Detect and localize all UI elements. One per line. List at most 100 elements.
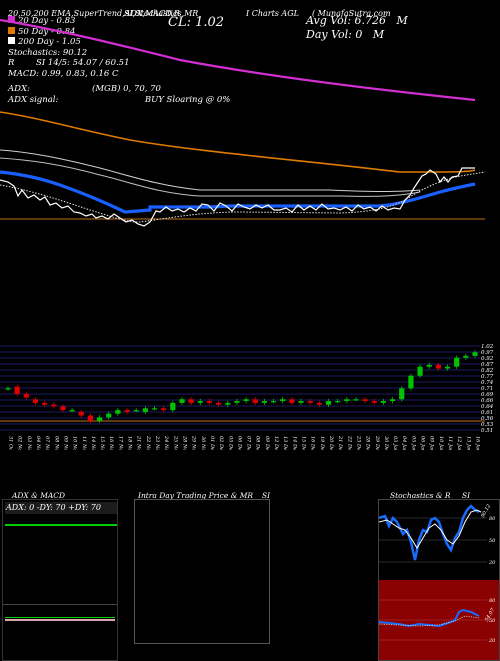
stoch-rsi-panel: 80 50 20 80 50 20 90.12 54.07 bbox=[378, 499, 500, 661]
candle-body bbox=[344, 399, 350, 402]
date-axis-label: 18 Nov bbox=[127, 436, 133, 450]
macd-signal-line bbox=[5, 617, 115, 618]
candle-body bbox=[69, 410, 75, 412]
chart-title-far: ( MunafaSutra.com bbox=[312, 9, 391, 18]
candle-body bbox=[380, 401, 387, 403]
price-axis-label: 0.66 bbox=[481, 398, 494, 404]
candle-body bbox=[435, 364, 441, 369]
candle-body bbox=[307, 401, 313, 403]
adx-panel: ADX: 0 -DY: 70 +DY: 70 bbox=[2, 499, 118, 661]
ema50-swatch bbox=[8, 26, 15, 34]
date-axis-label: 09 Jan bbox=[429, 436, 435, 450]
price-axis-label: 0.53 bbox=[481, 422, 494, 428]
ema20-swatch bbox=[8, 16, 15, 23]
date-axis-label: 13 Dec bbox=[282, 436, 288, 450]
price-axis-label: 0.61 bbox=[481, 410, 493, 416]
date-axis-label: 08 Nov bbox=[53, 436, 59, 450]
date-axis-label: 17 Nov bbox=[117, 436, 123, 450]
candle-body bbox=[206, 401, 213, 403]
price-axis-label: 0.87 bbox=[481, 362, 494, 368]
stoch-axis-20: 20 bbox=[489, 560, 496, 566]
candle-body bbox=[261, 401, 267, 403]
date-axis-label: 19 Dec bbox=[319, 436, 325, 450]
candle-body bbox=[454, 357, 460, 367]
date-axis-label: 12 Dec bbox=[273, 436, 279, 450]
date-axis-label: 23 Nov bbox=[154, 435, 160, 450]
date-axis-label: 25 Nov bbox=[172, 435, 178, 450]
date-axis-label: 08 Dec bbox=[255, 436, 261, 450]
adx-panel-title: ADX & MACD bbox=[12, 491, 66, 500]
date-axis-label: 22 Dec bbox=[346, 435, 352, 450]
date-axis-label: 02 Nov bbox=[17, 436, 23, 450]
chart-title-left: 20,50,200 EMA,SuperTrend,ADX,MACD,R bbox=[8, 9, 180, 18]
candles bbox=[5, 350, 478, 424]
date-axis-label: 30 Nov bbox=[200, 436, 206, 450]
date-axis-label: 07 Dec bbox=[246, 436, 252, 450]
stoch-panel-title: Stochastics & R bbox=[390, 491, 451, 500]
date-axis-label: 21 Dec bbox=[337, 435, 343, 450]
price-axis-label: 0.82 bbox=[481, 368, 494, 374]
candle-body bbox=[124, 410, 130, 412]
chart-title-mid: SI,Stochastics,MR bbox=[124, 9, 199, 18]
price-axis-label: 0.51 bbox=[481, 428, 493, 434]
intraday-si-label: SI bbox=[262, 491, 271, 500]
price-axis-label: 1.02 bbox=[481, 344, 494, 350]
candle-body bbox=[188, 399, 194, 403]
date-axis-label: 04 Nov bbox=[35, 436, 41, 450]
date-axis-label: 10 Jan bbox=[438, 436, 444, 450]
candle-body bbox=[371, 401, 377, 403]
date-axis-label: 29 Dec bbox=[374, 435, 380, 450]
candle-body bbox=[472, 352, 478, 356]
date-axis-label: 14 Nov bbox=[90, 436, 96, 450]
candle-body bbox=[60, 406, 66, 411]
rsi-axis-50: 50 bbox=[489, 618, 496, 624]
price-axis-label: 0.74 bbox=[481, 380, 494, 386]
date-axis-label: 28 Nov bbox=[181, 435, 187, 450]
adx-macd-divider bbox=[3, 604, 117, 605]
candle-body bbox=[151, 408, 158, 410]
price-axis-label: 0.97 bbox=[481, 350, 494, 356]
date-axis-label: 03 Nov bbox=[26, 436, 32, 450]
macd-line bbox=[5, 619, 115, 621]
candle-body bbox=[197, 401, 203, 403]
candle-body bbox=[42, 402, 48, 405]
date-axis-label: 31 Oct bbox=[8, 436, 14, 450]
date-axis-label: 01 Dec bbox=[209, 436, 215, 450]
price-envelope-upper bbox=[0, 149, 421, 192]
stoch-rsi-svg bbox=[379, 504, 487, 641]
date-axis-label: 16 Nov bbox=[108, 436, 114, 450]
candle-body bbox=[298, 401, 304, 403]
ema20-dotted-line bbox=[0, 171, 486, 223]
candle-body bbox=[142, 408, 148, 412]
date-axis-label: 05 Dec bbox=[227, 436, 233, 450]
intraday-panel bbox=[134, 499, 270, 644]
candle-body bbox=[51, 404, 57, 407]
candle-body bbox=[243, 399, 249, 402]
candle-body bbox=[216, 402, 222, 405]
price-grid bbox=[0, 345, 480, 431]
candle-body bbox=[353, 399, 359, 401]
avg-volume: Avg Vol: 6.726 M bbox=[306, 14, 408, 27]
candle-body bbox=[179, 399, 185, 403]
date-axis-label: 10 Nov bbox=[72, 436, 78, 450]
price-axis-label: 0.69 bbox=[481, 392, 494, 398]
candle-body bbox=[14, 386, 20, 394]
price-axis-label: 0.92 bbox=[481, 356, 494, 362]
stoch-si-label: SI bbox=[462, 491, 471, 500]
date-axis-label: 11 Nov bbox=[81, 436, 87, 450]
rsi-avg-line bbox=[379, 615, 480, 627]
day-volume: Day Vol: 0 M bbox=[306, 28, 385, 41]
stoch-d-line bbox=[379, 509, 482, 549]
candle-body bbox=[106, 413, 112, 418]
date-axis-label: 09 Nov bbox=[62, 436, 68, 450]
candle-body bbox=[362, 399, 368, 402]
date-axis-label: 20 Dec bbox=[328, 435, 334, 450]
date-axis-label: 04 Jan bbox=[401, 436, 407, 450]
date-axis-label: 30 Dec bbox=[383, 436, 389, 450]
date-axis-label: 15 Dec bbox=[301, 436, 307, 450]
price-axis-label: 0.71 bbox=[481, 386, 493, 392]
indicator-info: 20 Day - 0.83 50 Day - 0.84 200 Day - 1.… bbox=[8, 16, 231, 105]
price-close-line bbox=[0, 167, 475, 227]
candle-body bbox=[161, 408, 167, 411]
candle-body bbox=[325, 401, 332, 405]
